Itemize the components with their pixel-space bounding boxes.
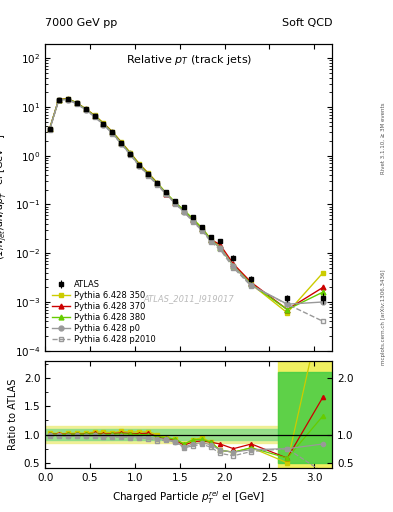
Text: ATLAS_2011_I919017: ATLAS_2011_I919017	[143, 294, 234, 303]
Y-axis label: Ratio to ATLAS: Ratio to ATLAS	[8, 379, 18, 451]
Bar	[278, 361, 332, 468]
Text: mcplots.cern.ch [arXiv:1306.3436]: mcplots.cern.ch [arXiv:1306.3436]	[381, 270, 386, 365]
Text: 7000 GeV pp: 7000 GeV pp	[45, 18, 118, 28]
Legend: ATLAS, Pythia 6.428 350, Pythia 6.428 370, Pythia 6.428 380, Pythia 6.428 p0, Py: ATLAS, Pythia 6.428 350, Pythia 6.428 37…	[50, 277, 159, 347]
Bar	[278, 372, 332, 463]
Text: Soft QCD: Soft QCD	[282, 18, 332, 28]
Y-axis label: $(1/N_{jet})dN/dp^{rel}_{T}$ el [GeV$^{-1}$]: $(1/N_{jet})dN/dp^{rel}_{T}$ el [GeV$^{-…	[0, 134, 9, 261]
Text: Rivet 3.1.10, ≥ 3M events: Rivet 3.1.10, ≥ 3M events	[381, 102, 386, 174]
X-axis label: Charged Particle $p^{rel}_{T}$ el [GeV]: Charged Particle $p^{rel}_{T}$ el [GeV]	[112, 489, 265, 506]
Text: Relative $p_{T}$ (track jets): Relative $p_{T}$ (track jets)	[125, 53, 252, 67]
